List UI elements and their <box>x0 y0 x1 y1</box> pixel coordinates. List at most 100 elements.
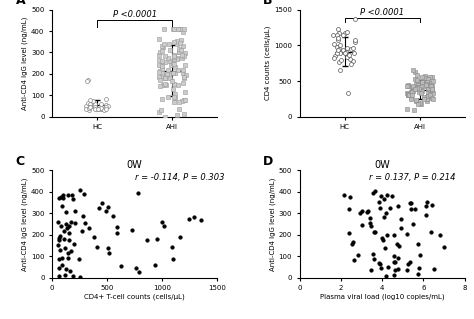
Point <box>418 87 425 93</box>
Point <box>169 256 177 262</box>
Point <box>345 231 353 236</box>
Point <box>440 245 447 250</box>
Point <box>424 85 432 90</box>
Point <box>59 263 66 268</box>
Point <box>172 92 179 97</box>
Point <box>423 96 430 101</box>
Point <box>420 94 428 99</box>
Point <box>423 200 431 205</box>
Point <box>85 107 93 112</box>
Point <box>380 197 387 202</box>
Point <box>158 73 166 78</box>
Point <box>132 266 140 271</box>
Point <box>421 83 429 88</box>
Point <box>403 106 410 111</box>
Point <box>382 211 390 216</box>
Point <box>339 48 347 53</box>
Point <box>172 70 179 76</box>
Point <box>169 86 177 92</box>
Point <box>404 93 412 98</box>
Point <box>417 91 425 96</box>
Point <box>181 63 189 68</box>
Point <box>407 259 414 264</box>
Point <box>57 224 65 229</box>
Point <box>420 96 428 101</box>
Point <box>430 266 438 271</box>
Point <box>347 46 355 51</box>
Point <box>156 49 164 54</box>
Point <box>391 272 398 278</box>
Point <box>408 87 416 93</box>
Point <box>345 53 353 58</box>
Point <box>177 26 184 31</box>
Point <box>428 203 436 208</box>
Title: 0W: 0W <box>127 160 143 170</box>
Point <box>158 71 166 76</box>
Point <box>113 230 121 235</box>
Point <box>155 75 163 80</box>
Point <box>66 269 73 274</box>
Point <box>65 237 73 242</box>
Point <box>336 46 343 51</box>
Point <box>411 87 419 92</box>
Point <box>334 35 342 41</box>
Point <box>341 30 349 35</box>
X-axis label: Plasma viral load (log10 copies/mL): Plasma viral load (log10 copies/mL) <box>320 294 444 300</box>
Point <box>175 107 182 112</box>
Point <box>336 50 344 56</box>
Point <box>366 221 374 226</box>
Point <box>155 58 163 63</box>
Point <box>426 88 434 93</box>
Point <box>144 237 151 242</box>
Point <box>391 267 399 272</box>
Point <box>163 83 170 88</box>
Point <box>59 192 66 197</box>
Point <box>170 26 178 31</box>
Point <box>86 101 94 106</box>
Text: D: D <box>263 155 273 168</box>
Point <box>409 222 417 227</box>
Point <box>175 100 182 105</box>
Point <box>428 75 436 80</box>
Point <box>412 98 419 103</box>
Point <box>428 87 436 93</box>
Point <box>412 98 419 103</box>
Point <box>185 217 193 222</box>
Y-axis label: CD4 counts (cells/μL): CD4 counts (cells/μL) <box>264 26 271 100</box>
Point <box>164 55 172 60</box>
Point <box>395 256 402 261</box>
Point <box>59 195 67 200</box>
Point <box>173 38 180 43</box>
Point <box>170 62 178 67</box>
Point <box>352 38 359 43</box>
Point <box>100 107 108 112</box>
Point <box>382 273 390 278</box>
Point <box>334 49 342 54</box>
Point <box>57 194 64 199</box>
Point <box>403 232 411 237</box>
Point <box>178 48 185 53</box>
Point <box>407 94 415 99</box>
Point <box>424 83 432 88</box>
Point <box>161 114 169 119</box>
Point <box>424 93 432 98</box>
Point <box>104 103 111 108</box>
Point <box>155 37 163 42</box>
Point <box>68 249 75 254</box>
Point <box>411 69 419 74</box>
Point <box>371 189 379 194</box>
Point <box>67 219 74 224</box>
Point <box>424 87 432 92</box>
Point <box>171 55 178 60</box>
Point <box>345 206 353 211</box>
Point <box>347 61 355 66</box>
Point <box>381 214 388 219</box>
Point <box>82 221 89 226</box>
Point <box>344 90 352 95</box>
Point <box>409 68 416 73</box>
Point <box>411 207 419 212</box>
Point <box>91 106 99 111</box>
Point <box>179 68 186 73</box>
Point <box>90 234 98 239</box>
Point <box>404 83 411 88</box>
